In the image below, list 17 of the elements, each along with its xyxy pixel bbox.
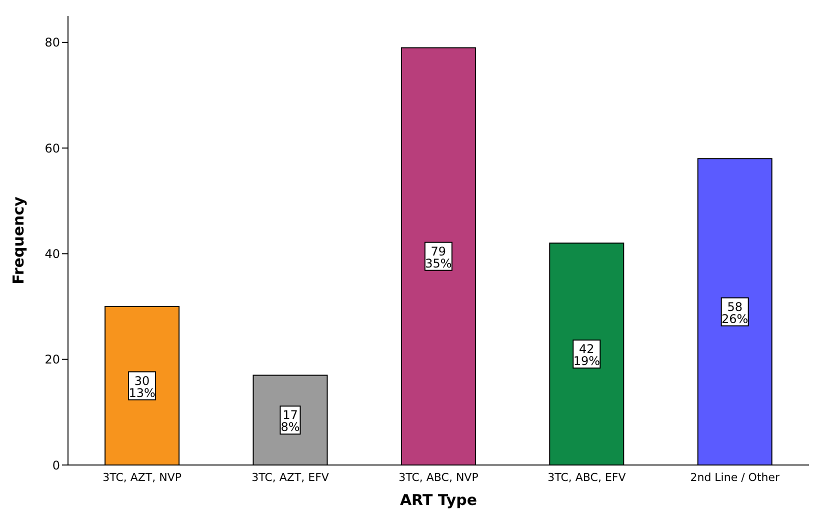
data-label: 79 35% bbox=[425, 244, 452, 270]
x-tick-label: 3TC, AZT, NVP bbox=[102, 470, 182, 484]
x-tick-label: 3TC, AZT, EFV bbox=[252, 470, 330, 484]
x-tick-label: 3TC, ABC, NVP bbox=[398, 470, 479, 484]
y-tick-label: 60 bbox=[44, 141, 60, 156]
y-axis-title: Frequency bbox=[9, 196, 28, 284]
data-label: 42 19% bbox=[573, 342, 600, 368]
y-tick-label: 20 bbox=[44, 352, 60, 367]
data-label: 58 26% bbox=[722, 300, 748, 326]
x-tick-label: 2nd Line / Other bbox=[690, 470, 780, 484]
data-label: 17 8% bbox=[280, 408, 300, 434]
y-tick-label: 80 bbox=[44, 36, 60, 50]
x-axis-title: ART Type bbox=[400, 491, 478, 509]
y-tick-label: 40 bbox=[44, 246, 60, 261]
y-tick-label: 0 bbox=[52, 458, 60, 472]
x-tick-label: 3TC, ABC, EFV bbox=[548, 470, 626, 484]
data-label: 30 13% bbox=[128, 374, 156, 400]
